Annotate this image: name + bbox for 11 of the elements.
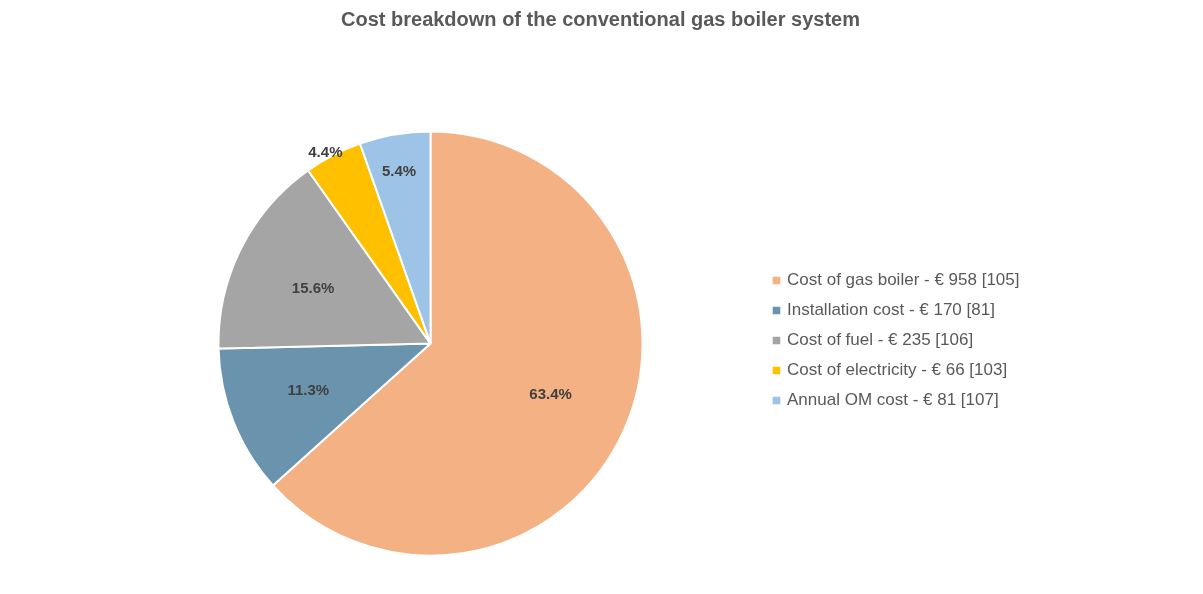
- chart-title: Cost breakdown of the conventional gas boiler system: [341, 7, 860, 30]
- data-label: 63.4%: [529, 385, 572, 403]
- legend-label: Cost of gas boiler - € 958 [105]: [787, 270, 1020, 290]
- data-label: 4.4%: [308, 143, 343, 161]
- legend-label: Annual OM cost - € 81 [107]: [787, 390, 999, 410]
- legend-label: Cost of electricity - € 66 [103]: [787, 360, 1008, 380]
- data-label: 15.6%: [291, 279, 335, 297]
- legend-label: Installation cost - € 170 [81]: [787, 300, 995, 320]
- legend-label: Cost of fuel - € 235 [106]: [787, 330, 974, 350]
- data-label: 11.3%: [287, 380, 330, 398]
- data-label: 5.4%: [381, 161, 417, 179]
